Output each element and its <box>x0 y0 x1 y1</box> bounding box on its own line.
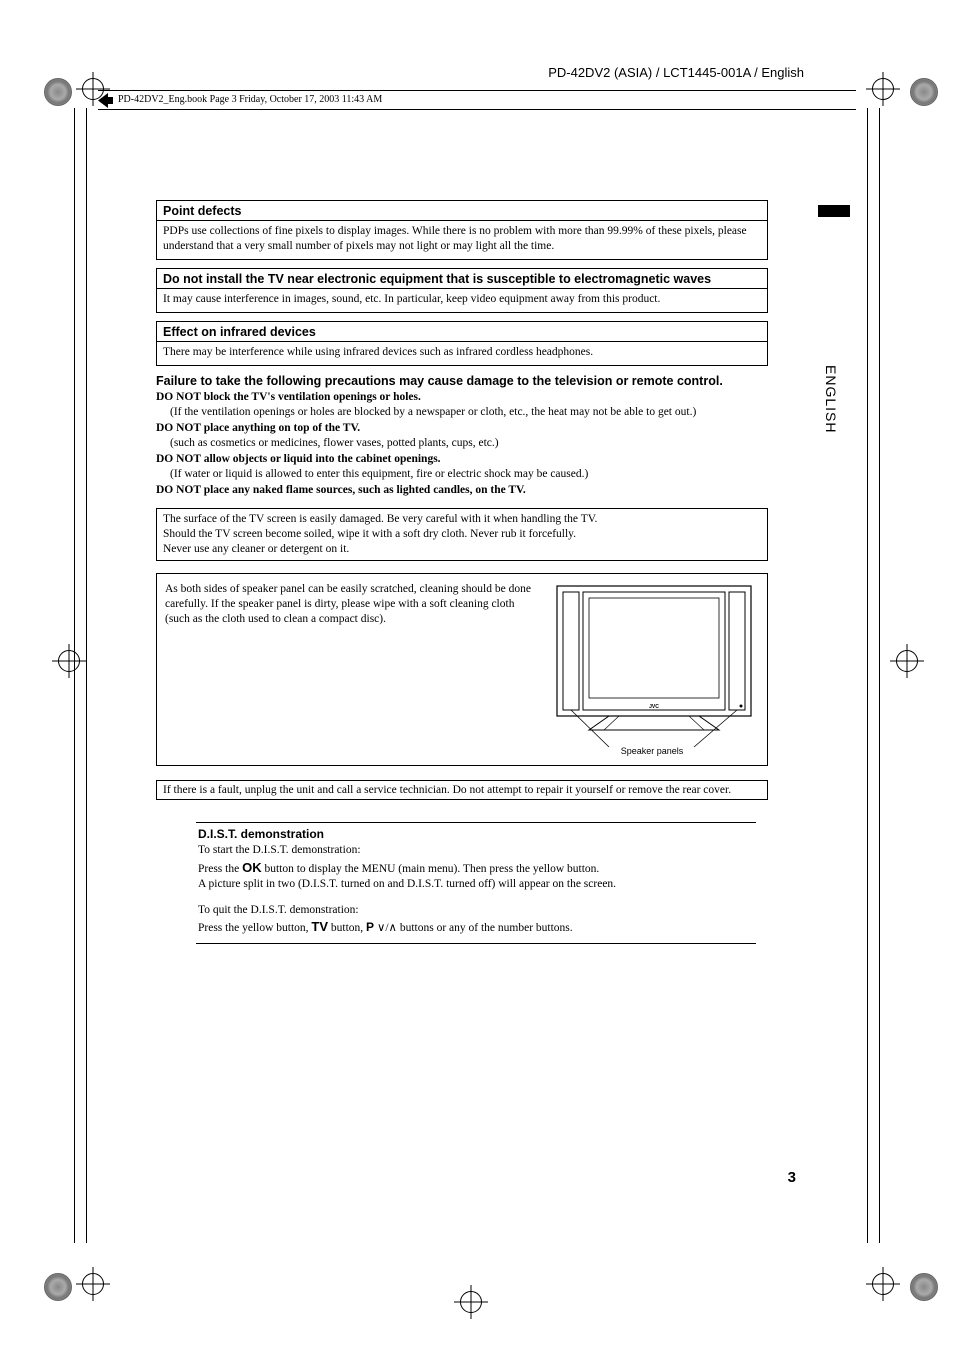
precaution-head: DO NOT place anything on top of the TV. <box>156 422 360 434</box>
side-language-label: ENGLISH <box>823 365 839 433</box>
precaution-head: DO NOT place any naked flame sources, su… <box>156 484 526 496</box>
speaker-panels-label: Speaker panels <box>621 746 684 756</box>
fault-warning-box: If there is a fault, unplug the unit and… <box>156 780 768 800</box>
section-title: Effect on infrared devices <box>157 322 767 342</box>
tv-brand-label: JVC <box>649 704 659 710</box>
dist-line: To start the D.I.S.T. demonstration: <box>198 843 754 859</box>
section-title: Point defects <box>157 201 767 221</box>
ok-button-label: OK <box>242 860 262 875</box>
precaution-sub: (If water or liquid is allowed to enter … <box>156 467 768 483</box>
section-em-waves: Do not install the TV near electronic eq… <box>156 268 768 313</box>
section-title: Do not install the TV near electronic eq… <box>157 269 767 289</box>
dist-line: Press the OK button to display the MENU … <box>198 859 754 878</box>
precaution-sub: (If the ventilation openings or holes ar… <box>156 405 768 421</box>
precaution-head: DO NOT allow objects or liquid into the … <box>156 453 441 465</box>
screen-care-line: Should the TV screen become soiled, wipe… <box>163 527 761 542</box>
precaution-sub: (such as cosmetics or medicines, flower … <box>156 436 768 452</box>
page-model-header: PD-42DV2 (ASIA) / LCT1445-001A / English <box>150 65 804 80</box>
section-infrared: Effect on infrared devices There may be … <box>156 321 768 366</box>
precautions-title: Failure to take the following precaution… <box>156 374 768 388</box>
tv-illustration-icon: JVC Speaker panels <box>549 582 759 757</box>
dist-demo-block: D.I.S.T. demonstration To start the D.I.… <box>196 822 756 944</box>
file-stamp-text: PD-42DV2_Eng.book Page 3 Friday, October… <box>118 94 382 105</box>
side-tab-icon <box>818 205 850 217</box>
section-point-defects: Point defects PDPs use collections of fi… <box>156 200 768 260</box>
dist-title: D.I.S.T. demonstration <box>198 827 754 841</box>
main-content: Point defects PDPs use collections of fi… <box>156 200 768 944</box>
page-number: 3 <box>788 1169 796 1186</box>
dist-line: Press the yellow button, TV button, P ∨/… <box>198 918 754 937</box>
section-body: There may be interference while using in… <box>157 342 767 365</box>
screen-care-box: The surface of the TV screen is easily d… <box>156 508 768 561</box>
speaker-panel-text: As both sides of speaker panel can be ea… <box>165 582 537 757</box>
speaker-panel-box: As both sides of speaker panel can be ea… <box>156 573 768 766</box>
dist-line: A picture split in two (D.I.S.T. turned … <box>198 877 754 893</box>
screen-care-line: The surface of the TV screen is easily d… <box>163 512 761 527</box>
section-body: It may cause interference in images, sou… <box>157 289 767 312</box>
screen-care-line: Never use any cleaner or detergent on it… <box>163 542 761 557</box>
precaution-head: DO NOT block the TV's ventilation openin… <box>156 391 421 403</box>
section-body: PDPs use collections of fine pixels to d… <box>157 221 767 259</box>
page-arrow-icon <box>98 93 113 108</box>
precautions-list: DO NOT block the TV's ventilation openin… <box>156 390 768 499</box>
dist-body: To start the D.I.S.T. demonstration: Pre… <box>198 843 754 937</box>
dist-line: To quit the D.I.S.T. demonstration: <box>198 903 754 919</box>
p-button-label: P <box>366 920 374 934</box>
file-stamp-bar: PD-42DV2_Eng.book Page 3 Friday, October… <box>98 90 856 110</box>
tv-button-label: TV <box>311 919 328 934</box>
